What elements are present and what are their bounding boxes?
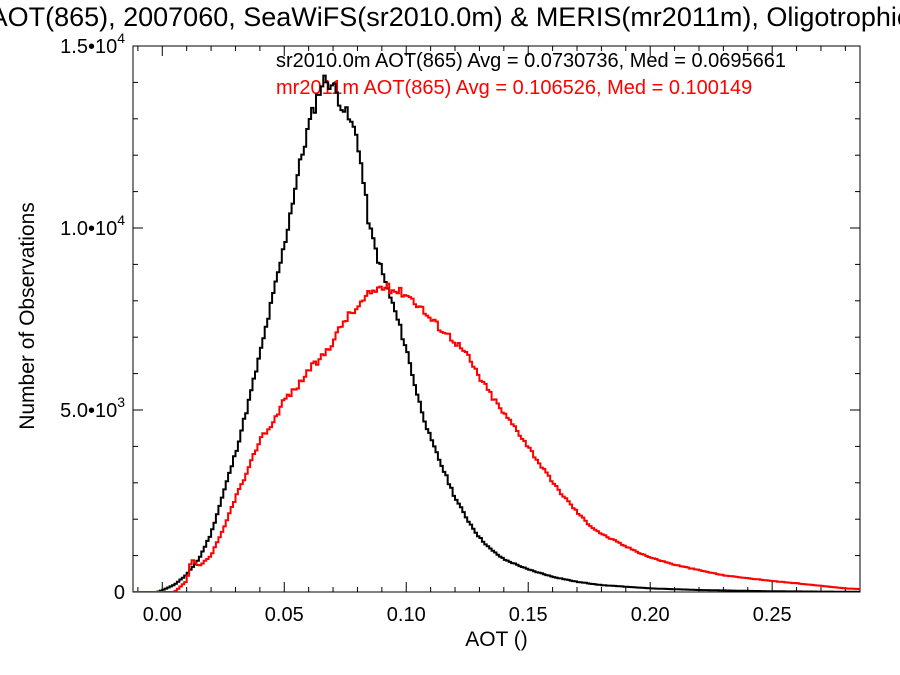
legend-entry-sr2010: sr2010.0m AOT(865) Avg = 0.0730736, Med … [276,50,786,72]
x-tick-label: 0.05 [265,604,304,626]
x-tick-label: 0.25 [753,604,792,626]
x-tick-label: 0.10 [387,604,426,626]
series-sr2010.0m [133,74,860,592]
x-tick-label: 0.00 [143,604,182,626]
x-axis-label: AOT () [465,628,528,651]
x-tick-label: 0.15 [509,604,548,626]
chart-title: AOT(865), 2007060, SeaWiFS(sr2010.0m) & … [0,2,900,32]
legend-entry-mr2011: mr2011m AOT(865) Avg = 0.106526, Med = 0… [276,77,753,99]
series-mr2011m [133,282,860,592]
y-tick-label: 1.0•104 [60,212,125,240]
y-tick-label: 0 [114,582,125,604]
y-tick-label: 1.5•104 [60,30,125,58]
plot-frame [132,45,861,593]
y-tick-label: 5.0•103 [60,394,125,422]
x-tick-label: 0.20 [631,604,670,626]
